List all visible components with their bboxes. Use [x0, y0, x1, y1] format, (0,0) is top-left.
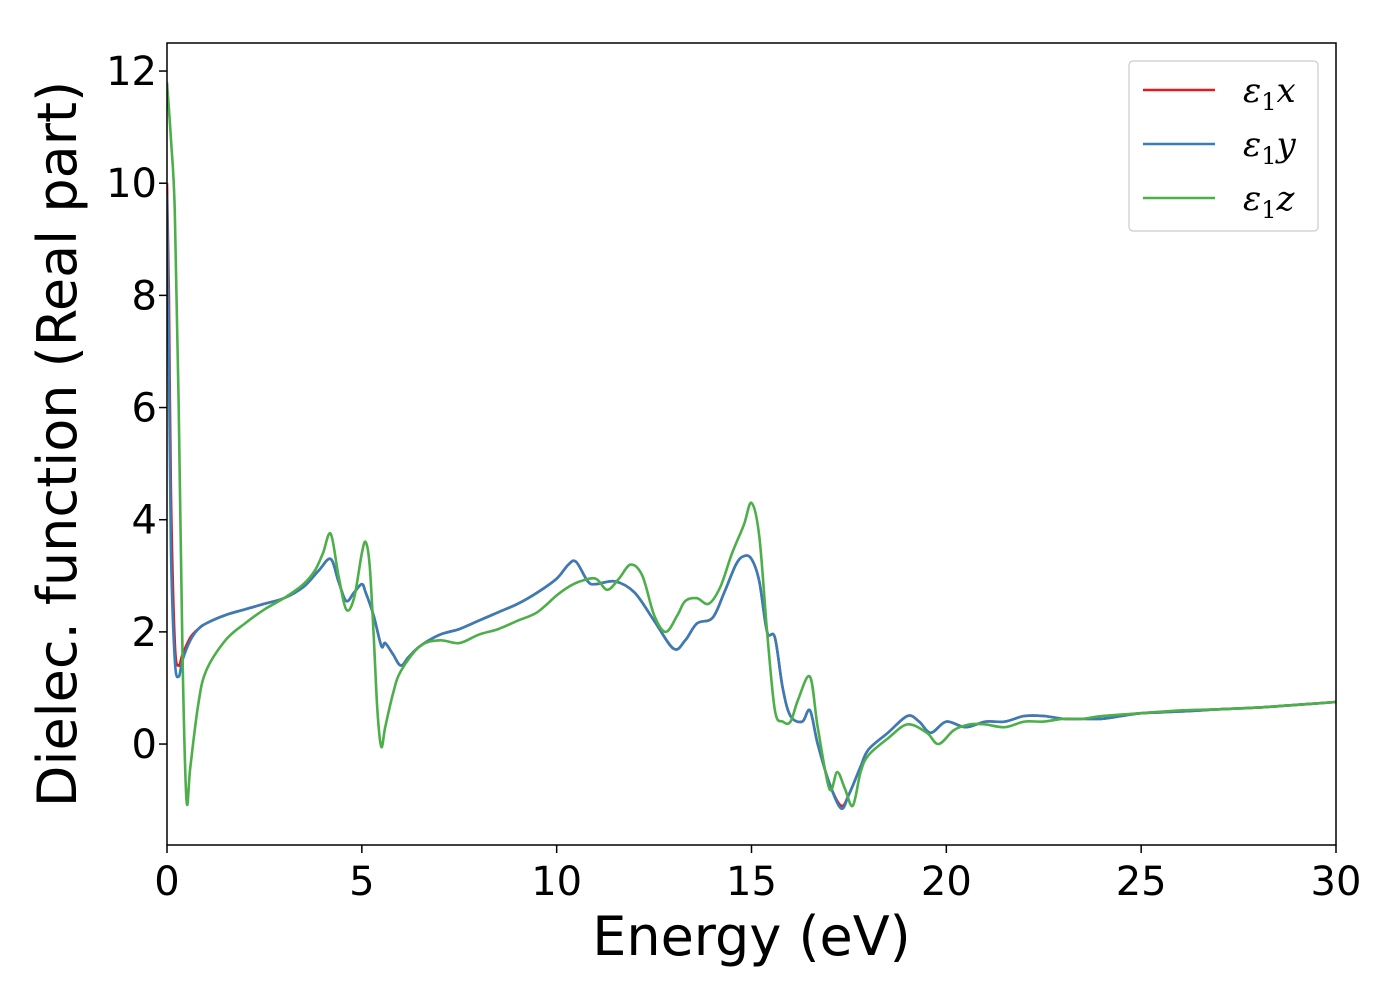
x-axis-label: Energy (eV) [592, 905, 911, 968]
y-axis-label: Dielec. function (Real part) [26, 81, 89, 807]
y-tick-label: 0 [132, 722, 157, 768]
y-tick-label: 8 [132, 273, 157, 319]
legend-label-z: ε1z [1243, 179, 1296, 224]
x-tick-label: 5 [349, 859, 374, 905]
legend-variable: y [1275, 125, 1297, 165]
legend-subscript: 1 [1261, 142, 1276, 170]
legend-subscript: 1 [1261, 88, 1276, 116]
legend-label-x: ε1x [1243, 71, 1296, 116]
x-tick-label: 15 [726, 859, 777, 905]
legend-symbol: ε [1243, 125, 1261, 165]
y-tick-label: 4 [132, 498, 157, 544]
x-tick-label: 0 [154, 859, 179, 905]
y-tick-label: 2 [132, 610, 157, 656]
legend-symbol: ε [1243, 71, 1261, 111]
y-tick-label: 10 [106, 161, 157, 207]
x-axis-ticks: 0 5 10 15 20 25 30 [154, 845, 1361, 905]
series-layer [167, 82, 1336, 811]
legend-variable: z [1276, 179, 1296, 219]
series-line-z [167, 82, 1336, 808]
x-tick-label: 25 [1116, 859, 1167, 905]
legend-box [1128, 60, 1319, 232]
legend-label-y: ε1y [1243, 125, 1297, 170]
y-tick-label: 6 [132, 386, 157, 432]
x-tick-label: 10 [531, 859, 582, 905]
y-axis-ticks: 0 2 4 6 8 10 12 [106, 49, 167, 768]
legend-symbol: ε [1243, 179, 1261, 219]
x-tick-label: 20 [921, 859, 972, 905]
y-tick-label: 12 [106, 49, 157, 95]
legend-subscript: 1 [1261, 196, 1276, 224]
legend-variable: x [1277, 71, 1296, 111]
x-tick-label: 30 [1311, 859, 1362, 905]
